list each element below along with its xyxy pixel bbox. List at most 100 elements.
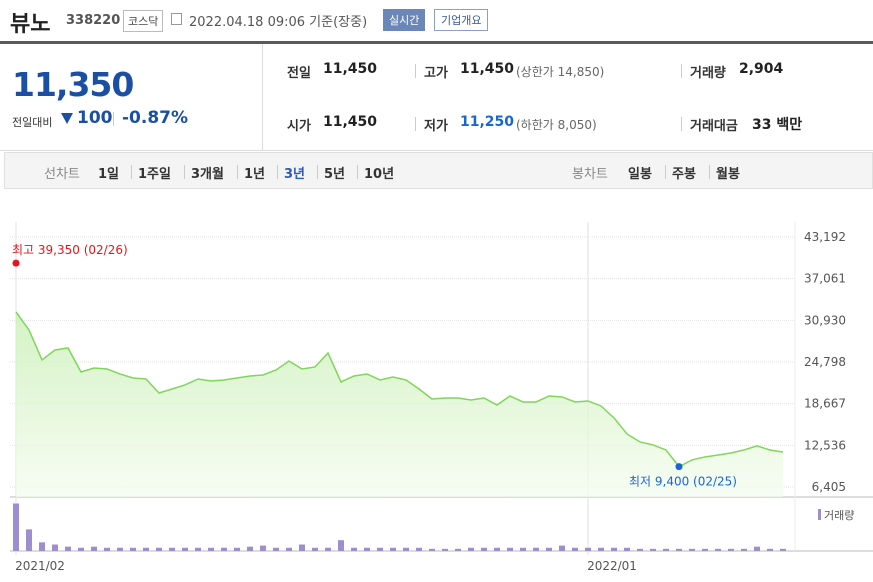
volume-bar xyxy=(767,548,773,551)
stock-name: 뷰노 xyxy=(10,12,51,37)
quote-label: 거래량 xyxy=(690,66,726,81)
volume-bar xyxy=(416,547,422,551)
volume-bar xyxy=(208,547,214,551)
separator xyxy=(681,64,682,78)
volume-bar xyxy=(455,548,461,551)
volume-bar xyxy=(689,548,695,551)
volume-bar xyxy=(624,547,630,551)
volume-bar xyxy=(91,546,97,551)
volume-bar xyxy=(52,544,58,551)
volume-bar xyxy=(351,547,357,551)
volume-bar xyxy=(741,548,747,551)
change-label: 전일대비 xyxy=(12,116,53,129)
volume-bar xyxy=(546,547,552,551)
tab-label: 선차트 xyxy=(44,167,80,182)
volume-bar xyxy=(572,547,578,551)
volume-bar xyxy=(754,546,760,551)
volume-bar xyxy=(637,548,643,551)
volume-bar xyxy=(377,547,383,551)
volume-bar xyxy=(273,547,279,551)
period-tab[interactable]: 10년 xyxy=(364,167,395,182)
volume-bar xyxy=(260,545,266,551)
extreme-label: 최고 39,350 (02/26) xyxy=(12,243,128,257)
legend-label: 거래량 xyxy=(824,509,854,522)
volume-bar xyxy=(494,547,500,551)
legend-swatch xyxy=(818,509,821,520)
volume-bar xyxy=(481,547,487,551)
y-tick-label: 37,061 xyxy=(804,272,846,286)
volume-bar xyxy=(338,540,344,551)
separator xyxy=(415,64,416,78)
quote-label: 거래대금 xyxy=(690,119,738,134)
period-tabs xyxy=(4,152,873,189)
volume-bar xyxy=(78,547,84,551)
separator xyxy=(237,165,238,179)
volume-bar xyxy=(182,547,188,551)
separator xyxy=(317,165,318,179)
volume-bar xyxy=(442,548,448,551)
y-tick-label: 6,405 xyxy=(812,480,846,494)
volume-bar xyxy=(468,547,474,551)
volume-bar xyxy=(611,547,617,551)
volume-bar xyxy=(117,547,123,551)
volume-bar xyxy=(728,548,734,551)
volume-bar xyxy=(195,547,201,551)
candle-tab[interactable]: 월봉 xyxy=(716,167,740,182)
period-tab[interactable]: 5년 xyxy=(324,167,346,182)
volume-bar xyxy=(390,547,396,551)
period-tab[interactable]: 3년 xyxy=(284,167,306,182)
volume-bar xyxy=(429,548,435,551)
volume-bar xyxy=(299,544,305,551)
change: 100 xyxy=(77,108,113,128)
volume-bar xyxy=(598,547,604,551)
stock-code: 338220 xyxy=(66,13,121,28)
company-button[interactable]: 기업개요 xyxy=(434,9,489,31)
volume-bar xyxy=(26,529,32,551)
volume-bar xyxy=(234,547,240,551)
volume-bar xyxy=(585,547,591,551)
volume-bar xyxy=(650,548,656,551)
volume-bar xyxy=(286,547,292,551)
x-tick-label: 2022/01 xyxy=(587,559,637,573)
volume-bar xyxy=(39,542,45,551)
quote-value: 2,904 xyxy=(739,61,784,77)
volume-bar xyxy=(13,503,19,551)
y-tick-label: 24,798 xyxy=(804,355,846,369)
volume-bar xyxy=(312,547,318,551)
y-tick-label: 43,192 xyxy=(804,230,846,244)
volume-bar xyxy=(325,547,331,551)
volume-bar xyxy=(520,547,526,551)
volume-bar xyxy=(533,547,539,551)
period-tab[interactable]: 3개월 xyxy=(191,167,224,182)
extreme-marker xyxy=(12,259,20,267)
quote-label: 전일 xyxy=(287,66,311,81)
quote-label: 저가 xyxy=(424,119,448,134)
separator xyxy=(665,165,666,179)
quote-note: (상한가 14,850) xyxy=(516,65,605,79)
current-price: 11,350 xyxy=(12,65,134,104)
volume-bar xyxy=(780,548,786,551)
candle-tab[interactable]: 주봉 xyxy=(672,167,696,182)
realtime-button[interactable]: 실시간 xyxy=(383,9,426,31)
quote-label: 시가 xyxy=(287,119,311,134)
separator xyxy=(681,117,682,131)
volume-bar xyxy=(247,546,253,551)
volume-bar xyxy=(143,547,149,551)
quote-label: 고가 xyxy=(424,66,448,81)
separator xyxy=(113,112,114,126)
period-tab[interactable]: 1주일 xyxy=(138,167,171,182)
divider xyxy=(0,41,873,44)
period-tab[interactable]: 1일 xyxy=(98,167,120,182)
volume-bar xyxy=(130,547,136,551)
candle-tab[interactable]: 일봉 xyxy=(628,167,652,182)
quote-value: 33 백만 xyxy=(752,117,803,133)
period-tab[interactable]: 1년 xyxy=(244,167,266,182)
change-rate: -0.87% xyxy=(122,108,189,128)
separator xyxy=(709,165,710,179)
quote-table xyxy=(262,44,873,151)
quote-value: 11,450 xyxy=(323,114,378,130)
y-tick-label: 30,930 xyxy=(804,313,846,327)
volume-bar xyxy=(676,548,682,551)
separator xyxy=(415,117,416,131)
